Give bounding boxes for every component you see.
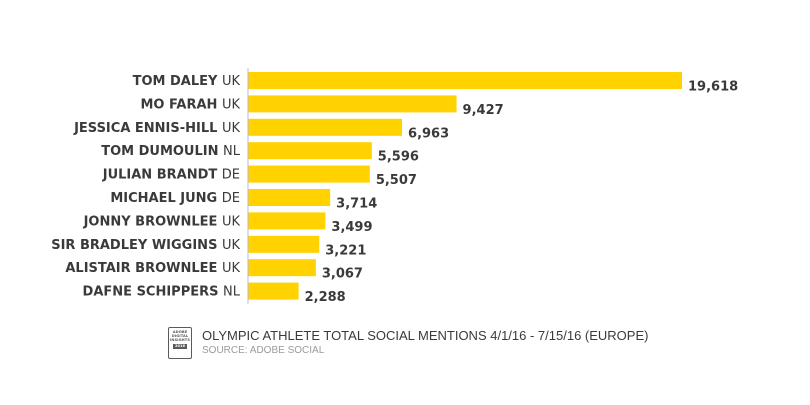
value-label-9: 3,067 — [322, 267, 363, 282]
footer-text: OLYMPIC ATHLETE TOTAL SOCIAL MENTIONS 4/… — [202, 327, 648, 357]
category-label-1: TOM DALEY UK — [133, 74, 241, 89]
value-label-7: 3,499 — [331, 220, 372, 235]
category-label-9: ALISTAIR BROWNLEE UK — [65, 261, 240, 276]
badge-line-2: DIGITAL — [171, 334, 189, 338]
bar-4 — [248, 142, 372, 160]
athlete-name: SIR BRADLEY WIGGINS — [51, 238, 222, 253]
bar-2 — [248, 95, 457, 113]
value-label-5: 5,507 — [376, 173, 417, 188]
athlete-name: TOM DALEY — [133, 74, 222, 89]
category-label-7: JONNY BROWNLEE UK — [83, 214, 241, 229]
value-label-6: 3,714 — [336, 197, 377, 212]
badge-year: 2016 — [172, 344, 187, 349]
athlete-country: UK — [222, 121, 241, 136]
bar-chart: TOM DALEY UK 19,618 MO FARAH UK 9,427 JESSIC… — [51, 68, 738, 305]
bar-10 — [248, 282, 299, 300]
athlete-country: UK — [222, 97, 241, 112]
athlete-name: MO FARAH — [141, 97, 222, 112]
athlete-country: DE — [222, 168, 240, 183]
chart-footer: ADOBE DIGITAL INSIGHTS 2016 OLYMPIC ATHL… — [168, 327, 648, 359]
category-label-8: SIR BRADLEY WIGGINS UK — [51, 238, 240, 253]
category-label-5: JULIAN BRANDT DE — [102, 168, 240, 183]
athlete-country: NL — [223, 144, 241, 159]
bars-layer: TOM DALEY UK 19,618 MO FARAH UK 9,427 JESSIC… — [51, 72, 738, 305]
category-label-3: JESSICA ENNIS-HILL UK — [73, 121, 240, 136]
value-label-4: 5,596 — [378, 150, 419, 165]
chart-title: OLYMPIC ATHLETE TOTAL SOCIAL MENTIONS 4/… — [202, 328, 649, 343]
badge-line-1: ADOBE — [172, 330, 188, 334]
category-label-10: DAFNE SCHIPPERS NL — [83, 285, 241, 300]
value-label-2: 9,427 — [463, 103, 504, 118]
value-label-3: 6,963 — [408, 126, 449, 141]
value-label-8: 3,221 — [325, 243, 366, 258]
category-label-4: TOM DUMOULIN NL — [101, 144, 241, 159]
bar-7 — [248, 212, 326, 230]
category-label-2: MO FARAH UK — [141, 97, 241, 112]
bar-1 — [248, 72, 682, 89]
athlete-name: TOM DUMOULIN — [101, 144, 223, 159]
athlete-country: UK — [222, 238, 241, 253]
bar-6 — [248, 189, 331, 206]
athlete-name: MICHAEL JUNG — [110, 191, 221, 206]
athlete-name: JESSICA ENNIS-HILL — [73, 121, 222, 136]
chart-source: SOURCE: ADOBE SOCIAL — [202, 345, 325, 356]
value-label-1: 19,618 — [688, 80, 738, 95]
athlete-name: DAFNE SCHIPPERS — [83, 285, 223, 300]
athlete-country: UK — [222, 214, 241, 229]
athlete-name: ALISTAIR BROWNLEE — [65, 261, 222, 276]
athlete-name: JULIAN BRANDT — [102, 168, 222, 183]
bar-8 — [248, 235, 320, 253]
category-label-6: MICHAEL JUNG DE — [110, 191, 240, 206]
athlete-name: JONNY BROWNLEE — [83, 214, 222, 229]
badge-line-3: INSIGHTS — [169, 338, 191, 342]
athlete-country: NL — [223, 285, 241, 300]
adobe-digital-insights-badge-icon: ADOBE DIGITAL INSIGHTS 2016 — [168, 327, 192, 359]
bar-9 — [248, 259, 316, 277]
bar-3 — [248, 118, 403, 136]
value-label-10: 2,288 — [305, 290, 346, 305]
athlete-country: UK — [222, 74, 241, 89]
bar-5 — [248, 165, 370, 183]
athlete-country: DE — [222, 191, 240, 206]
athlete-country: UK — [222, 261, 241, 276]
